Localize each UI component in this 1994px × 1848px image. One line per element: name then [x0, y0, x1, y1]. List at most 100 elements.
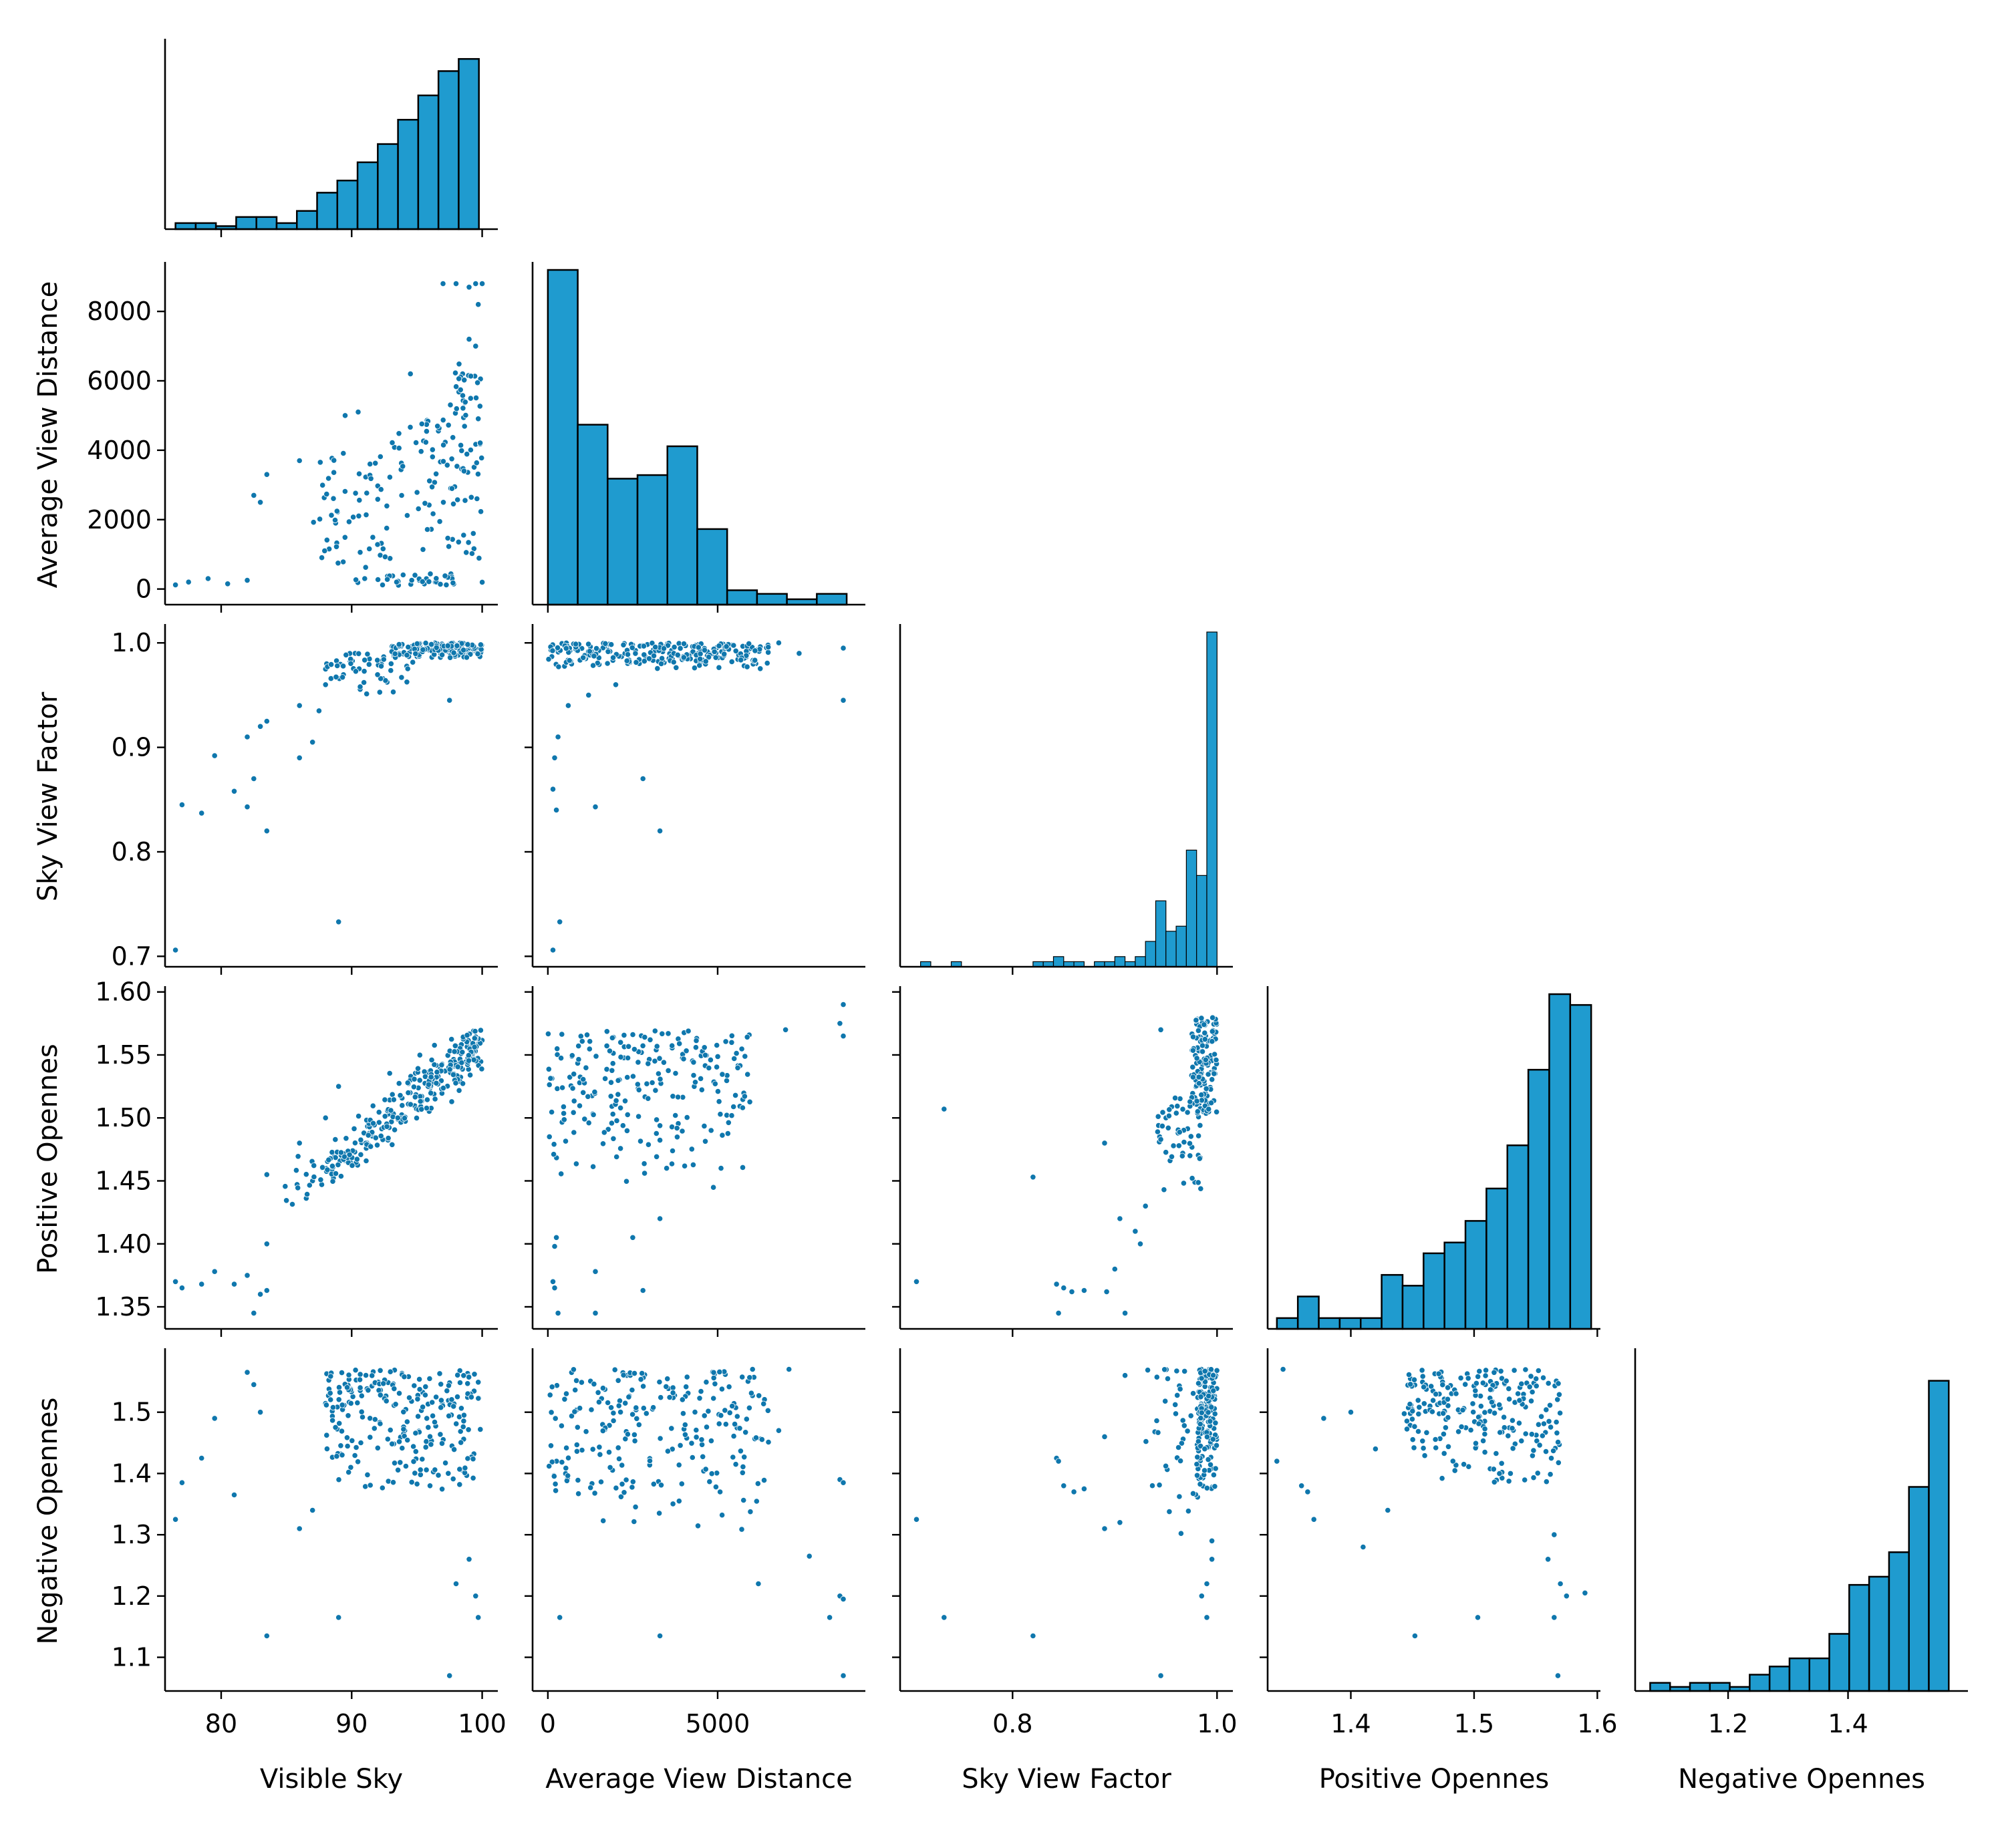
scatter-point	[1551, 1531, 1558, 1538]
scatter-point	[458, 1405, 465, 1412]
scatter-point	[341, 412, 349, 419]
scatter-point	[438, 651, 446, 658]
scatter-point	[593, 645, 600, 652]
scatter-point	[677, 645, 684, 652]
scatter-point	[1193, 1017, 1199, 1024]
scatter-point	[692, 1079, 699, 1086]
scatter-point	[283, 1197, 290, 1204]
scatter-point	[652, 1087, 659, 1094]
scatter-point	[1195, 1074, 1202, 1080]
scatter-point	[649, 1079, 656, 1086]
scatter-point	[1274, 1458, 1280, 1465]
scatter-point	[322, 1114, 329, 1121]
scatter-point	[1530, 1447, 1537, 1454]
scatter-point	[438, 1062, 445, 1068]
scatter-point	[358, 1439, 364, 1446]
scatter-point	[317, 459, 323, 466]
scatter-point	[546, 1133, 553, 1140]
scatter-point	[332, 1136, 339, 1143]
scatter-point	[231, 788, 238, 794]
scatter-point	[555, 1310, 561, 1317]
histogram-bar	[235, 216, 257, 230]
scatter-point	[632, 1504, 639, 1511]
scatter-point	[656, 1055, 663, 1062]
scatter-point	[1526, 1384, 1533, 1390]
scatter-point	[670, 1390, 676, 1396]
scatter-point	[344, 1442, 351, 1450]
scatter-point	[380, 545, 386, 553]
scatter-point	[417, 1467, 424, 1473]
scatter-point	[796, 650, 803, 657]
histogram-bar	[437, 70, 460, 230]
scatter-point	[1069, 1288, 1075, 1295]
scatter-point	[589, 1163, 597, 1170]
scatter-point	[336, 1420, 343, 1426]
scatter-point	[1409, 1408, 1416, 1414]
scatter-point	[380, 1380, 387, 1387]
scatter-point	[701, 1412, 708, 1419]
scatter-point	[434, 1069, 440, 1076]
scatter-point	[416, 1386, 423, 1393]
scatter-point	[460, 1424, 466, 1430]
scatter-point	[398, 674, 405, 681]
scatter-point	[1071, 1489, 1077, 1495]
scatter-point	[378, 663, 385, 669]
scatter-point	[178, 1479, 185, 1486]
scatter-point	[694, 1523, 702, 1529]
scatter-point	[1205, 1456, 1212, 1463]
scatter-point	[1421, 1452, 1428, 1459]
scatter-point	[714, 1088, 722, 1095]
scatter-point	[356, 497, 363, 504]
scatter-point	[355, 409, 362, 416]
scatter-point	[310, 519, 317, 526]
y-tick-label: 1.5	[112, 1398, 152, 1427]
scatter-point	[1205, 1392, 1212, 1399]
scatter-point	[303, 1171, 309, 1178]
scatter-point	[561, 1396, 568, 1402]
scatter-point	[555, 734, 561, 740]
scatter-point	[609, 1067, 615, 1074]
scatter-point	[263, 718, 270, 725]
scatter-point	[674, 1094, 682, 1100]
scatter-point	[401, 1374, 408, 1380]
scatter-point	[729, 1402, 736, 1410]
scatter-point	[684, 1114, 690, 1121]
scatter-point	[459, 392, 466, 399]
scatter-point	[752, 657, 758, 663]
scatter-point	[650, 1404, 657, 1411]
scatter-point	[430, 510, 436, 517]
scatter-point	[444, 642, 451, 649]
histogram-bar	[194, 222, 217, 230]
scatter-point	[339, 674, 346, 681]
scatter-point	[746, 1374, 753, 1381]
scatter-point	[1304, 1489, 1311, 1495]
scatter-point	[546, 1462, 553, 1470]
scatter-point	[566, 657, 573, 664]
scatter-point	[676, 1498, 682, 1505]
scatter-point	[1156, 1482, 1163, 1489]
scatter-point	[605, 648, 611, 655]
scatter-point	[231, 1281, 238, 1287]
scatter-point	[1210, 1388, 1217, 1394]
scatter-point	[1548, 1424, 1554, 1430]
scatter-point	[734, 1064, 741, 1071]
scatter-point	[549, 1384, 555, 1390]
scatter-point	[592, 804, 599, 810]
scatter-point	[1509, 1425, 1516, 1432]
scatter-point	[615, 1077, 621, 1084]
scatter-point	[293, 1167, 299, 1174]
scatter-point	[1184, 1428, 1191, 1434]
scatter-point	[1166, 1509, 1173, 1515]
scatter-point	[185, 579, 192, 585]
y-tick-label: 0.9	[112, 733, 152, 762]
scatter-point	[742, 1429, 749, 1436]
scatter-point	[1193, 1098, 1200, 1104]
scatter-point	[364, 651, 371, 657]
scatter-point	[1557, 1580, 1564, 1587]
scatter-point	[1199, 1048, 1206, 1055]
scatter-point	[394, 1114, 401, 1121]
scatter-point	[362, 1483, 369, 1490]
scatter-point	[610, 1410, 617, 1416]
scatter-point	[615, 1402, 622, 1409]
scatter-point	[323, 1432, 330, 1438]
